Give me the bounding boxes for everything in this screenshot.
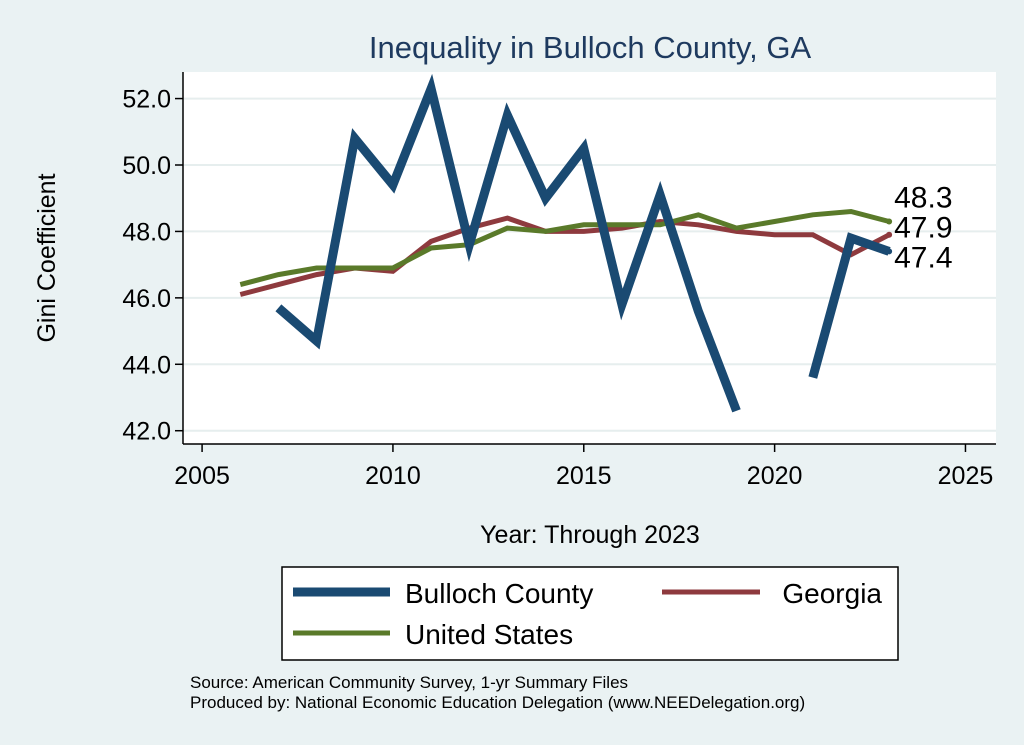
legend-label-united-states: United States [405,619,573,650]
endpoint-united-states [886,218,893,225]
y-tick-label: 42.0 [122,418,171,446]
end-label-layer: 47.948.3 47.4 [894,181,952,274]
source-note: Source: American Community Survey, 1-yr … [190,673,628,692]
legend-label-georgia: Georgia [782,578,882,609]
plot-area [183,72,996,444]
chart-title: Inequality in Bulloch County, GA [369,30,812,65]
y-axis-title: Gini Coefficient [33,173,61,342]
series-line-bulloch-county-seg2 [808,232,891,379]
end-label-united-states: 48.3 [894,181,952,214]
y-tick-label: 50.0 [122,152,171,180]
y-tick-label: 52.0 [122,86,171,114]
legend-label-bulloch-county: Bulloch County [405,578,593,609]
legend-box [281,566,899,661]
end-label-bulloch-county: 47.4 [894,241,952,274]
series-line-united-states [239,208,890,288]
y-tick-label: 46.0 [122,285,171,313]
x-tick-label: 2010 [365,462,421,490]
x-tick-label: 2020 [747,462,803,490]
x-tick-label: 2025 [938,462,994,490]
y-tick-label: 48.0 [122,218,171,246]
producer-note: Produced by: National Economic Education… [190,693,805,712]
legend: Bulloch County Georgia United States [293,578,882,650]
y-tick-label: 44.0 [122,351,171,379]
x-tick-label: 2015 [556,462,612,490]
end-label-georgia: 47.9 [894,211,952,244]
series-line-bulloch-county-seg1 [275,73,741,413]
x-axis-title: Year: Through 2023 [480,521,700,549]
endpoint-georgia [886,231,893,238]
x-tick-label: 2005 [174,462,230,490]
endpoint-bulloch-county [886,248,893,255]
axis-layer: 42.0 44.0 46.0 48.0 50.0 52.0 2005 2010 2015 2020… [122,72,996,490]
series-layer [239,73,893,413]
